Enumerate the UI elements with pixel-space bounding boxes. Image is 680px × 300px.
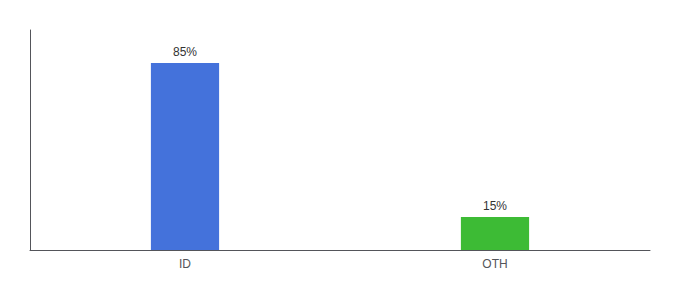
svg-text:85%: 85%	[173, 45, 197, 59]
svg-text:OTH: OTH	[482, 257, 507, 271]
svg-text:15%: 15%	[483, 199, 507, 213]
svg-text:ID: ID	[179, 257, 191, 271]
